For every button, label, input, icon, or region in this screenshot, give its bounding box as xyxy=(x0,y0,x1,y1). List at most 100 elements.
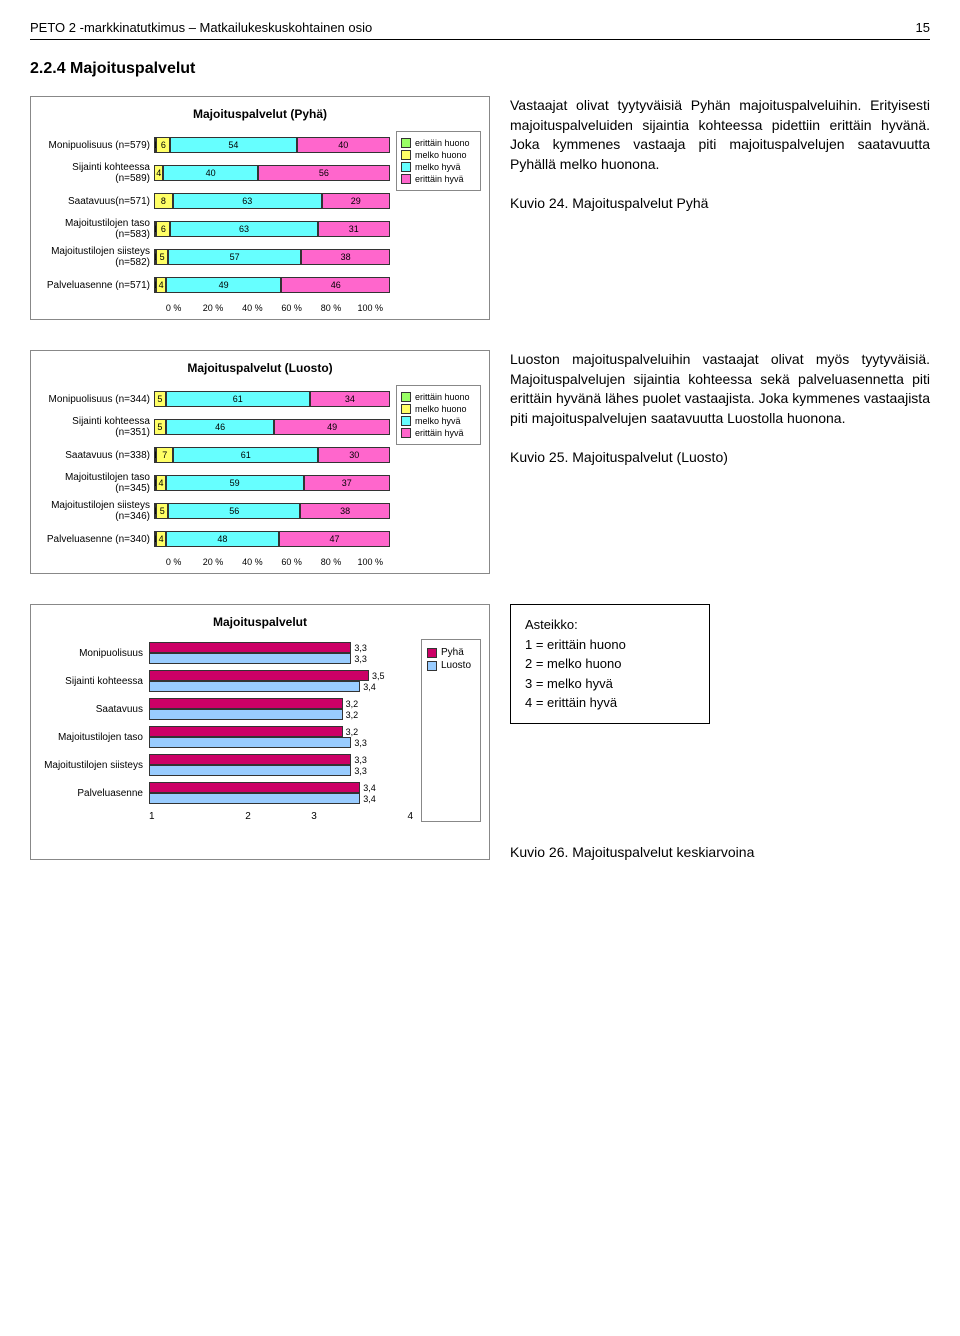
text-col-a: Vastaajat olivat tyytyväisiä Pyhän majoi… xyxy=(510,96,930,320)
x-tick: 2 xyxy=(215,811,281,822)
legend-label: erittäin hyvä xyxy=(415,428,464,438)
bar-segment: 8 xyxy=(154,193,173,209)
mean-value: 3,2 xyxy=(346,727,359,737)
bar-label: Palveluasenne (n=340) xyxy=(39,534,154,545)
bar-row: Majoitustilojen taso (n=345)145937 xyxy=(39,469,390,497)
bar-row: Sijainti kohteessa (n=351)54649 xyxy=(39,413,390,441)
legend-label: erittäin huono xyxy=(415,392,470,402)
legend-item: Pyhä xyxy=(427,647,475,658)
bar-segment: 40 xyxy=(163,165,257,181)
bar-segment: 61 xyxy=(166,391,310,407)
legend-item: erittäin huono xyxy=(401,138,476,148)
chart-luosto: Majoituspalvelut (Luosto) Monipuolisuus … xyxy=(30,350,490,574)
swatch-erittain-huono xyxy=(401,392,411,402)
stacked-bar: 144847 xyxy=(154,531,390,547)
mean-row: Sijainti kohteessa3,53,4 xyxy=(39,667,413,695)
x-tick: 20 % xyxy=(193,303,232,313)
mean-bar: 3,3 xyxy=(149,737,413,748)
stacked-bar: 145937 xyxy=(154,475,390,491)
legend-label: melko huono xyxy=(415,404,467,414)
mean-fill xyxy=(149,670,369,681)
x-tick: 60 % xyxy=(272,557,311,567)
mean-bar: 3,2 xyxy=(149,698,413,709)
bar-segment: 38 xyxy=(301,249,390,265)
bar-segment: 38 xyxy=(300,503,390,519)
mean-fill xyxy=(149,793,360,804)
mean-value: 3,3 xyxy=(354,738,367,748)
mean-bar: 3,5 xyxy=(149,670,413,681)
mean-bar: 3,4 xyxy=(149,793,413,804)
legend-label: melko huono xyxy=(415,150,467,160)
mean-bar-pair: 3,23,3 xyxy=(149,723,413,751)
mean-row: Majoitustilojen taso3,23,3 xyxy=(39,723,413,751)
mean-fill xyxy=(149,765,351,776)
legend-item: melko hyvä xyxy=(401,416,476,426)
x-tick: 80 % xyxy=(311,557,350,567)
mean-label: Sijainti kohteessa xyxy=(39,676,149,687)
x-tick: 4 xyxy=(347,811,413,822)
bar-row: Saatavuus(n=571)86329 xyxy=(39,187,390,215)
mean-fill xyxy=(149,754,351,765)
bar-segment: 46 xyxy=(281,277,390,293)
paragraph-a: Vastaajat olivat tyytyväisiä Pyhän majoi… xyxy=(510,96,930,174)
mean-fill xyxy=(149,681,360,692)
bar-segment: 4 xyxy=(156,277,165,293)
mean-bar: 3,4 xyxy=(149,681,413,692)
x-tick: 40 % xyxy=(233,557,272,567)
mean-value: 3,4 xyxy=(363,783,376,793)
mean-label: Majoitustilojen taso xyxy=(39,732,149,743)
mean-row: Monipuolisuus3,33,3 xyxy=(39,639,413,667)
bar-label: Majoitustilojen taso (n=583) xyxy=(39,218,154,240)
caption-b: Kuvio 25. Majoituspalvelut (Luosto) xyxy=(510,448,930,468)
bar-label: Saatavuus (n=338) xyxy=(39,450,154,461)
bar-segment: 29 xyxy=(322,193,390,209)
stacked-bar: 86329 xyxy=(154,193,390,209)
bar-segment: 5 xyxy=(154,391,166,407)
doc-header: PETO 2 -markkinatutkimus – Matkailukesku… xyxy=(30,20,930,40)
mean-bar: 3,3 xyxy=(149,653,413,664)
bar-segment: 6 xyxy=(156,137,170,153)
right-col-c: Asteikko: 1 = erittäin huono 2 = melko h… xyxy=(510,604,930,860)
stacked-bar: 166331 xyxy=(154,221,390,237)
chart-a-title: Majoituspalvelut (Pyhä) xyxy=(39,107,481,121)
mean-label: Saatavuus xyxy=(39,704,149,715)
bar-segment: 4 xyxy=(154,165,163,181)
mean-value: 3,3 xyxy=(354,766,367,776)
swatch-luosto xyxy=(427,661,437,671)
mean-value: 3,2 xyxy=(346,699,359,709)
bar-row: Majoitustilojen siisteys (n=346)155638 xyxy=(39,497,390,525)
chart-b-legend: erittäin huono melko huono melko hyvä er… xyxy=(396,385,481,445)
legend-item: melko hyvä xyxy=(401,162,476,172)
bar-row: Monipuolisuus (n=344)56134 xyxy=(39,385,390,413)
mean-row: Saatavuus3,23,2 xyxy=(39,695,413,723)
chart-b-xaxis: 0 %20 %40 %60 %80 %100 % xyxy=(154,557,390,567)
bar-row: Saatavuus (n=338)176130 xyxy=(39,441,390,469)
legend-item: erittäin huono xyxy=(401,392,476,402)
bar-segment: 40 xyxy=(297,137,390,153)
legend-label: Luosto xyxy=(441,660,471,671)
legend-item: Luosto xyxy=(427,660,475,671)
bar-row: Majoitustilojen siisteys (n=582)155738 xyxy=(39,243,390,271)
stacked-bar: 165440 xyxy=(154,137,390,153)
scale-line: 4 = erittäin hyvä xyxy=(525,693,695,713)
paragraph-b: Luoston majoituspalveluihin vastaajat ol… xyxy=(510,350,930,428)
chart-a-body: Monipuolisuus (n=579)165440Sijainti koht… xyxy=(39,131,390,299)
mean-fill xyxy=(149,642,351,653)
bar-label: Majoitustilojen siisteys (n=582) xyxy=(39,246,154,268)
mean-row: Palveluasenne3,43,4 xyxy=(39,779,413,807)
mean-bar: 3,3 xyxy=(149,642,413,653)
mean-fill xyxy=(149,698,343,709)
stacked-bar: 155738 xyxy=(154,249,390,265)
row-chart-a: Majoituspalvelut (Pyhä) Monipuolisuus (n… xyxy=(30,96,930,320)
mean-fill xyxy=(149,709,343,720)
chart-b-title: Majoituspalvelut (Luosto) xyxy=(39,361,481,375)
legend-item: melko huono xyxy=(401,404,476,414)
mean-value: 3,5 xyxy=(372,671,385,681)
mean-bar-pair: 3,33,3 xyxy=(149,639,413,667)
stacked-bar: 56134 xyxy=(154,391,390,407)
scale-line: 1 = erittäin huono xyxy=(525,635,695,655)
mean-bar-pair: 3,53,4 xyxy=(149,667,413,695)
chart-pyha: Majoituspalvelut (Pyhä) Monipuolisuus (n… xyxy=(30,96,490,320)
legend-label: erittäin huono xyxy=(415,138,470,148)
stacked-bar: 176130 xyxy=(154,447,390,463)
